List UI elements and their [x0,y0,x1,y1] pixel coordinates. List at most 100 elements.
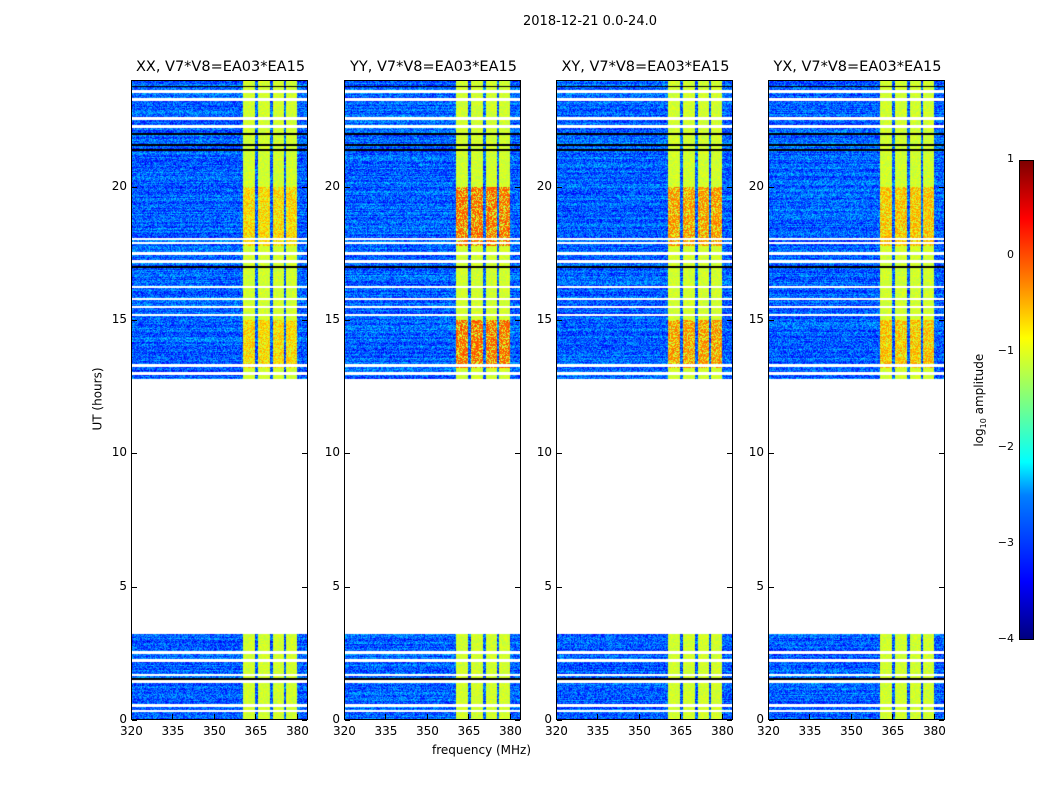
y-tick-mark [132,186,137,188]
y-tick-label: 10 [111,445,127,460]
x-tick-mark [933,714,935,719]
y-tick-label: 20 [536,178,552,193]
colorbar-tick-label: 0 [1007,248,1014,261]
x-tick-label: 380 [285,724,309,738]
y-tick-label: 5 [756,578,764,593]
y-tick-mark [939,720,944,721]
y-tick-label: 15 [111,312,127,326]
y-tick-mark [302,586,307,588]
x-tick-label: 335 [374,724,398,738]
y-tick-mark [302,720,307,721]
x-tick-label: 335 [798,724,822,738]
y-tick-label: 20 [324,178,340,193]
x-tick-label: 380 [498,724,522,738]
y-tick-mark [727,320,732,321]
panel-title: YX, V7*V8=EA03*EA15 [773,59,942,75]
x-tick-label: 380 [922,724,946,738]
y-tick-mark [769,320,774,321]
x-tick-label: 320 [333,724,356,738]
y-tick-mark [557,586,562,588]
x-tick-label: 365 [244,724,268,738]
y-tick-mark [939,453,944,455]
x-tick-mark [597,714,599,719]
x-tick-mark [721,714,723,719]
x-tick-label: 365 [457,724,481,738]
y-tick-mark [557,320,562,321]
y-tick-mark [132,720,137,721]
heatmap-image [769,81,944,719]
x-tick-label: 350 [202,724,226,738]
colorbar-tick-label: −2 [997,440,1014,453]
heatmap-image [345,81,520,719]
x-tick-mark [509,714,511,719]
x-tick-mark [680,714,682,719]
panel-1: YY, V7*V8=EA03*EA15 [344,59,521,720]
x-tick-mark [255,714,257,719]
y-tick-mark [132,586,137,588]
y-tick-mark [345,320,350,321]
y-tick-mark [515,320,520,321]
x-tick-label: 335 [586,724,610,738]
colorbar-label: log10 amplitude [972,350,988,450]
x-tick-label: 320 [757,724,780,738]
y-tick-mark [727,720,732,721]
y-tick-mark [132,453,137,455]
y-tick-mark [939,186,944,188]
panel-title: XX, V7*V8=EA03*EA15 [135,59,306,75]
y-tick-mark [769,186,774,188]
y-tick-label: 15 [748,312,764,326]
x-tick-label: 320 [545,724,568,738]
panel-title: YY, V7*V8=EA03*EA15 [350,59,517,75]
y-tick-label: 15 [324,312,340,326]
y-tick-mark [345,186,350,188]
y-tick-label: 10 [748,445,764,460]
y-tick-label: 10 [324,445,340,460]
y-tick-label: 10 [536,445,552,460]
colorbar-label-tail: amplitude [971,353,986,419]
x-tick-mark [426,714,428,719]
y-tick-mark [515,586,520,588]
x-tick-label: 350 [627,724,651,738]
x-tick-mark [850,714,852,719]
y-tick-mark [939,586,944,588]
y-tick-mark [939,320,944,321]
y-tick-mark [132,320,137,321]
y-tick-label: 5 [119,578,127,593]
y-tick-mark [727,453,732,455]
y-tick-mark [515,186,520,188]
y-tick-mark [345,453,350,455]
colorbar-tick-label: 1 [1007,152,1014,165]
y-tick-mark [515,720,520,721]
x-axis-label: frequency (MHz) [432,743,532,757]
x-tick-mark [892,714,894,719]
y-tick-label: 0 [544,712,552,726]
panel-title: XY, V7*V8=EA03*EA15 [561,59,730,75]
x-tick-mark [768,714,769,719]
x-tick-label: 350 [839,724,863,738]
colorbar-tick-label: −4 [997,632,1014,645]
y-tick-label: 0 [119,712,127,726]
colorbar-tick-label: −3 [997,536,1014,549]
panel-0: XX, V7*V8=EA03*EA15 [131,59,308,720]
x-tick-mark [638,714,640,719]
y-tick-mark [302,320,307,321]
x-tick-mark [213,714,215,719]
y-tick-mark [727,586,732,588]
colorbar-tick-label: −1 [997,344,1014,357]
colorbar-label-main: log [971,428,986,447]
x-tick-label: 350 [415,724,439,738]
x-tick-mark [344,714,345,719]
y-tick-mark [345,586,350,588]
x-tick-mark [296,714,298,719]
colorbar [1019,160,1034,640]
y-tick-mark [345,720,350,721]
y-axis-label: UT (hours) [90,367,105,431]
y-tick-mark [302,186,307,188]
heatmap-image [557,81,732,719]
y-tick-label: 5 [332,578,340,593]
y-tick-mark [769,453,774,455]
y-tick-mark [557,186,562,188]
y-tick-mark [515,453,520,455]
y-tick-label: 0 [332,712,340,726]
x-tick-mark [131,714,132,719]
